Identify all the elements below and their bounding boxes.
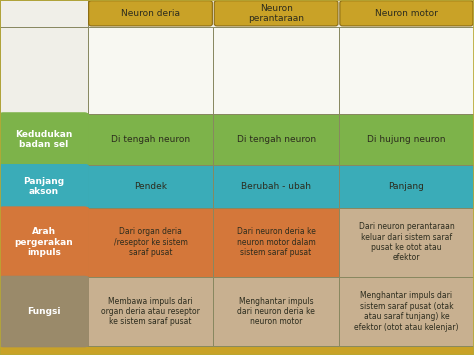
Bar: [0, 114, 88, 165]
Text: Kedudukan
badan sel: Kedudukan badan sel: [15, 130, 73, 149]
Bar: [88, 165, 213, 208]
Bar: [0, 27, 88, 114]
Bar: [339, 114, 474, 165]
Text: Dari neuron deria ke
neuron motor dalam
sistem saraf pusat: Dari neuron deria ke neuron motor dalam …: [237, 228, 316, 257]
FancyBboxPatch shape: [0, 207, 89, 278]
Bar: [213, 27, 339, 114]
Text: Berubah - ubah: Berubah - ubah: [241, 182, 311, 191]
Bar: [0, 346, 474, 355]
FancyBboxPatch shape: [89, 1, 212, 26]
Bar: [88, 277, 213, 346]
FancyBboxPatch shape: [340, 1, 473, 26]
Text: Menghantar impuls
dari neuron deria ke
neuron motor: Menghantar impuls dari neuron deria ke n…: [237, 297, 315, 326]
Text: Panjang: Panjang: [389, 182, 424, 191]
Text: Neuron
perantaraan: Neuron perantaraan: [248, 4, 304, 23]
Text: Dari organ deria
/reseptor ke sistem
saraf pusat: Dari organ deria /reseptor ke sistem sar…: [114, 228, 187, 257]
Bar: [0, 208, 88, 277]
Bar: [0, 165, 88, 208]
Text: Pendek: Pendek: [134, 182, 167, 191]
Bar: [88, 114, 213, 165]
Bar: [213, 165, 339, 208]
Text: Membawa impuls dari
organ deria atau reseptor
ke sistem saraf pusat: Membawa impuls dari organ deria atau res…: [101, 297, 200, 326]
Bar: [339, 208, 474, 277]
Bar: [339, 165, 474, 208]
Text: Di tengah neuron: Di tengah neuron: [237, 135, 316, 144]
Bar: [0, 0, 88, 27]
FancyBboxPatch shape: [0, 164, 89, 208]
FancyBboxPatch shape: [0, 113, 89, 166]
Text: Dari neuron perantaraan
keluar dari sistem saraf
pusat ke otot atau
efektor: Dari neuron perantaraan keluar dari sist…: [358, 222, 455, 262]
Bar: [213, 114, 339, 165]
Bar: [88, 27, 213, 114]
Bar: [339, 277, 474, 346]
Text: Neuron deria: Neuron deria: [121, 9, 180, 18]
Text: Di tengah neuron: Di tengah neuron: [111, 135, 190, 144]
Bar: [213, 277, 339, 346]
Text: Menghantar impuls dari
sistem saraf pusat (otak
atau saraf tunjang) ke
efektor (: Menghantar impuls dari sistem saraf pusa…: [354, 291, 459, 332]
FancyBboxPatch shape: [214, 1, 338, 26]
Bar: [88, 208, 213, 277]
Bar: [213, 208, 339, 277]
Text: Di hujung neuron: Di hujung neuron: [367, 135, 446, 144]
Text: Arah
pergerakan
impuls: Arah pergerakan impuls: [15, 228, 73, 257]
Text: Neuron motor: Neuron motor: [375, 9, 438, 18]
Bar: [0, 277, 88, 346]
Text: Fungsi: Fungsi: [27, 307, 61, 316]
Text: Panjang
akson: Panjang akson: [23, 177, 64, 196]
FancyBboxPatch shape: [0, 276, 89, 347]
Bar: [339, 27, 474, 114]
